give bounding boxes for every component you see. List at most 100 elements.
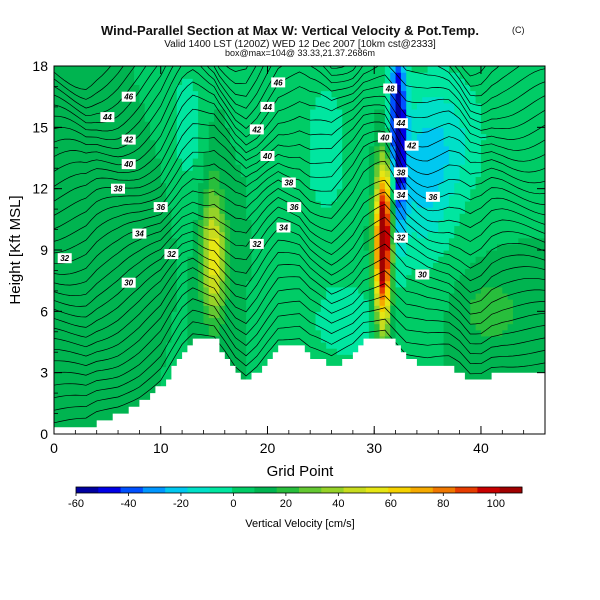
field-cell (192, 176, 199, 184)
field-cell (187, 170, 194, 177)
field-cell (176, 188, 183, 196)
field-cell (267, 280, 274, 288)
field-cell (267, 256, 274, 263)
field-cell (192, 115, 199, 122)
field-cell (230, 145, 237, 153)
field-cell (480, 115, 487, 122)
field-cell (326, 225, 333, 233)
field-cell (299, 200, 306, 208)
field-cell (267, 84, 274, 92)
field-cell (347, 299, 354, 306)
field-cell (192, 207, 199, 214)
field-cell (262, 121, 269, 128)
field-cell (331, 115, 338, 122)
field-cell (80, 84, 87, 92)
field-cell (390, 66, 397, 73)
field-cell (150, 115, 157, 122)
field-cell (406, 243, 413, 251)
field-cell (80, 348, 87, 355)
field-cell (379, 176, 386, 184)
field-cell (144, 348, 151, 355)
field-cell (214, 225, 221, 233)
field-cell (427, 78, 434, 85)
field-cell (395, 250, 402, 257)
field-cell (454, 366, 461, 374)
field-cell (246, 200, 253, 208)
field-cell (246, 299, 253, 306)
field-cell (336, 170, 343, 177)
field-cell (278, 342, 285, 349)
field-cell (464, 139, 471, 147)
field-cell (187, 121, 194, 128)
field-cell (219, 292, 226, 300)
field-cell (384, 158, 391, 165)
field-cell (139, 108, 146, 116)
field-cell (80, 127, 87, 135)
field-cell (299, 317, 306, 325)
field-cell (342, 262, 349, 269)
field-cell (150, 145, 157, 153)
field-cell (480, 194, 487, 202)
field-cell (448, 305, 455, 312)
field-cell (54, 286, 60, 294)
field-cell (176, 145, 183, 153)
field-cell (182, 90, 189, 98)
field-cell (102, 72, 108, 79)
field-cell (384, 78, 391, 85)
field-cell (171, 78, 178, 85)
field-cell (352, 207, 359, 214)
field-cell (134, 145, 140, 153)
field-cell (310, 133, 317, 141)
field-cell (480, 250, 487, 257)
field-cell (91, 96, 98, 104)
field-cell (384, 164, 391, 171)
field-cell (342, 225, 349, 233)
field-cell (358, 121, 365, 128)
field-cell (368, 176, 375, 184)
field-cell (427, 280, 434, 288)
field-cell (278, 335, 285, 343)
field-cell (118, 280, 124, 288)
field-cell (107, 292, 114, 300)
field-cell (70, 409, 76, 417)
field-cell (203, 102, 210, 110)
field-cell (342, 66, 349, 73)
field-cell (86, 121, 92, 128)
field-cell (166, 280, 173, 288)
field-cell (454, 268, 461, 276)
field-cell (54, 66, 60, 73)
field-cell (384, 182, 391, 190)
field-cell (54, 421, 60, 429)
field-cell (107, 66, 114, 73)
field-cell (102, 299, 108, 306)
field-cell (75, 397, 82, 404)
field-cell (240, 262, 247, 269)
field-cell (54, 415, 60, 423)
field-cell (464, 317, 471, 325)
field-cell (438, 188, 445, 196)
field-cell (422, 127, 429, 135)
field-cell (299, 256, 306, 263)
field-cell (342, 96, 349, 104)
field-cell (102, 176, 108, 184)
field-cell (86, 250, 92, 257)
field-cell (384, 207, 391, 214)
field-cell (299, 108, 306, 116)
field-cell (214, 78, 221, 85)
field-cell (448, 317, 455, 325)
field-cell (363, 182, 370, 190)
field-cell (166, 268, 173, 276)
field-cell (331, 280, 338, 288)
field-cell (230, 274, 237, 282)
field-cell (336, 127, 343, 135)
field-cell (54, 176, 60, 184)
field-cell (411, 164, 418, 171)
field-cell (288, 115, 295, 122)
field-cell (267, 133, 274, 141)
field-cell (368, 84, 375, 92)
field-cell (342, 342, 349, 349)
field-cell (374, 102, 381, 110)
field-cell (315, 84, 322, 92)
field-cell (240, 213, 247, 220)
field-cell (304, 127, 311, 135)
